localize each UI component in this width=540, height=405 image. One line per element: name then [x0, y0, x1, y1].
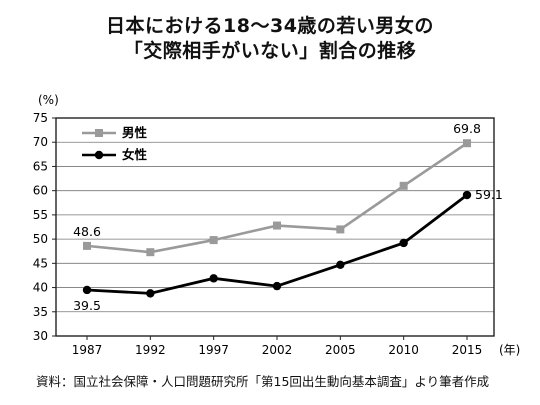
data-point	[399, 238, 408, 248]
legend-item-男性: 男性	[82, 125, 148, 140]
data-point	[146, 289, 155, 298]
y-tick-label: 65	[33, 159, 48, 173]
y-tick-label: 30	[33, 329, 48, 343]
series-line	[86, 193, 468, 295]
data-point	[463, 139, 471, 148]
x-axis-unit: (年)	[499, 343, 520, 357]
legend-label: 女性	[122, 147, 148, 162]
data-point	[336, 225, 345, 234]
y-tick-label: 50	[33, 232, 48, 246]
data-point	[336, 260, 345, 269]
data-point	[83, 241, 91, 250]
y-tick-label: 70	[33, 135, 48, 149]
data-point	[272, 281, 282, 291]
series-lines	[82, 139, 472, 298]
legend-marker	[95, 129, 103, 137]
legend-item-女性: 女性	[82, 147, 148, 162]
data-point	[399, 181, 408, 190]
y-tick-label: 75	[33, 111, 48, 125]
x-tick-label: 2002	[262, 343, 293, 357]
y-tick-label: 60	[33, 184, 48, 198]
x-tick-label: 2010	[388, 343, 419, 357]
chart-title-line1: 日本における18〜34歳の若い男女の	[106, 15, 434, 37]
x-tick-label: 2005	[325, 343, 356, 357]
series-女性	[82, 190, 472, 298]
data-point	[462, 190, 472, 200]
chart-title-line2: 「交際相手がいない」割合の推移	[123, 40, 417, 62]
data-labels: 48.6 69.8 39.5 59.1	[73, 121, 503, 313]
source-note: 資料：国立社会保障・人口問題研究所「第15回出生動向基本調査」より筆者作成	[36, 374, 490, 389]
data-label: 39.5	[73, 298, 101, 313]
x-tick-label: 1992	[135, 343, 166, 357]
data-label: 48.6	[73, 224, 101, 239]
data-point	[82, 285, 92, 295]
x-axis-tick-labels: 1987 1992 1997 2002 2005 2010 2015	[72, 343, 483, 357]
x-tick-label: 1997	[198, 343, 229, 357]
legend-label: 男性	[122, 125, 148, 140]
y-axis-unit: (%)	[38, 93, 59, 107]
series-男性	[83, 139, 471, 257]
y-tick-label: 55	[33, 208, 48, 222]
chart-title: 日本における18〜34歳の若い男女の 「交際相手がいない」割合の推移	[0, 14, 540, 64]
data-point	[273, 221, 281, 230]
data-point	[209, 274, 218, 283]
data-point	[209, 236, 218, 245]
x-tick-label: 1987	[72, 343, 103, 357]
data-label: 69.8	[453, 121, 481, 136]
y-tick-label: 40	[33, 281, 48, 295]
axes	[52, 117, 495, 340]
y-tick-label: 45	[33, 256, 48, 270]
x-tick-label: 2015	[452, 343, 483, 357]
y-tick-label: 35	[33, 305, 48, 319]
plot-frame	[55, 117, 495, 337]
y-axis-tick-labels: 75 70 65 60 55 50 45 40 35 30	[33, 111, 48, 343]
data-point	[146, 248, 155, 257]
data-label: 59.1	[475, 187, 503, 202]
legend-marker	[94, 150, 104, 160]
